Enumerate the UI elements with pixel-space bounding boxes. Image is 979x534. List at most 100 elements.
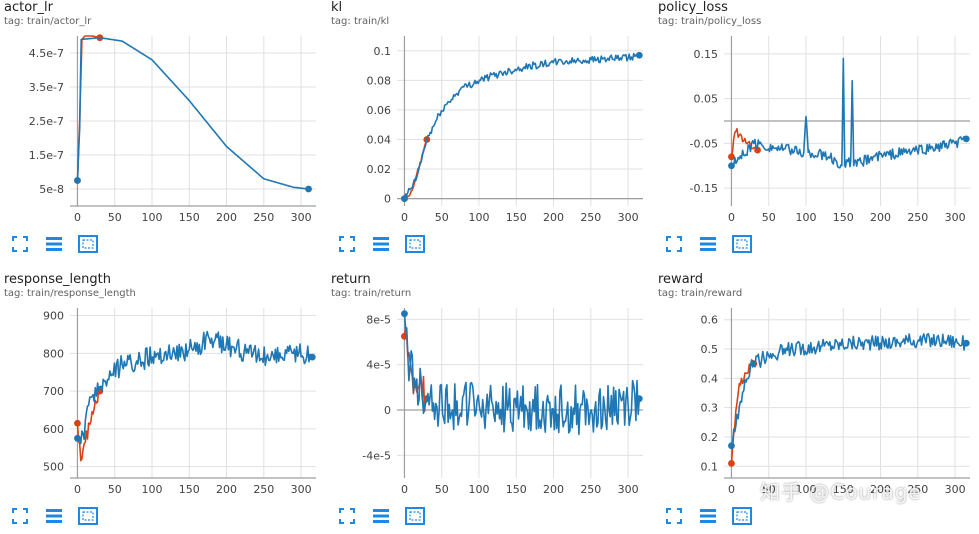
- chart-toolbar: [337, 234, 425, 254]
- download-icon[interactable]: [732, 234, 752, 254]
- chart-toolbar: [10, 234, 98, 254]
- series-end-marker: [305, 185, 312, 193]
- download-icon[interactable]: [405, 234, 425, 254]
- x-tick-label: 0: [74, 483, 81, 496]
- download-icon[interactable]: [78, 506, 98, 526]
- chart-plot-reward[interactable]: 0 50 100 150 200 250 300 0.1 0.2 0.3 0.4 0.5 0.6: [654, 302, 976, 502]
- chart-title: reward: [658, 272, 704, 287]
- x-tick-label: 200: [216, 483, 237, 496]
- chart-title: response_length: [4, 272, 111, 287]
- download-icon[interactable]: [732, 506, 752, 526]
- x-tick-label: 0: [74, 211, 81, 224]
- chart-title: actor_lr: [4, 0, 53, 15]
- chart-plot-policy_loss[interactable]: 0 50 100 150 200 250 300 -0.15 -0.05 0.05 0.15: [654, 30, 976, 230]
- x-tick-label: 50: [762, 483, 776, 496]
- x-tick-label: 0: [401, 483, 408, 496]
- chart-plot-return[interactable]: 0 50 100 150 200 250 300 -4e-5 0 4e-5 8e-5: [327, 302, 649, 502]
- x-tick-label: 100: [142, 483, 163, 496]
- series-start-marker: [74, 419, 81, 427]
- x-tick-label: 300: [945, 211, 966, 224]
- series-start-marker: [728, 459, 735, 467]
- x-tick-label: 250: [253, 483, 274, 496]
- x-tick-label: 150: [506, 211, 527, 224]
- y-tick-label: 0.2: [701, 431, 719, 444]
- chart-plot-actor_lr[interactable]: 0 50 100 150 200 250 300 5e-8 1.5e-7 2.5e-7 3.5e-7…: [0, 30, 322, 230]
- y-tick-label: 600: [43, 423, 64, 436]
- fit-domain-icon[interactable]: [337, 506, 357, 526]
- x-tick-label: 250: [580, 211, 601, 224]
- download-icon[interactable]: [78, 234, 98, 254]
- x-tick-label: 300: [291, 211, 312, 224]
- x-tick-label: 300: [618, 483, 639, 496]
- series-line: [730, 127, 758, 157]
- y-tick-label: 0.05: [694, 93, 719, 106]
- x-tick-label: 50: [108, 211, 122, 224]
- download-icon[interactable]: [405, 506, 425, 526]
- series-start-marker: [74, 177, 81, 184]
- y-tick-label: 0.15: [694, 48, 719, 61]
- y-tick-label: 900: [43, 310, 64, 323]
- chart-toolbar: [337, 506, 425, 526]
- watermark: 知乎 @Courage: [760, 480, 922, 504]
- fit-domain-icon[interactable]: [10, 234, 30, 254]
- x-tick-label: 300: [291, 483, 312, 496]
- x-tick-label: 250: [253, 211, 274, 224]
- y-tick-label: -4e-5: [362, 449, 391, 462]
- x-tick-label: 300: [945, 483, 966, 496]
- series-line: [730, 359, 755, 464]
- toggle-log-scale-icon[interactable]: [44, 234, 64, 254]
- series-line: [730, 332, 967, 447]
- chart-tag: tag: train/response_length: [4, 288, 136, 299]
- x-tick-label: 150: [506, 483, 527, 496]
- y-tick-label: 0.4: [701, 372, 719, 385]
- x-tick-label: 200: [870, 483, 891, 496]
- chart-plot-response_length[interactable]: 0 50 100 150 200 250 300 500 600 700 800 900: [0, 302, 322, 502]
- fit-domain-icon[interactable]: [664, 506, 684, 526]
- x-tick-label: 50: [435, 483, 449, 496]
- toggle-log-scale-icon[interactable]: [371, 234, 391, 254]
- toggle-log-scale-icon[interactable]: [371, 506, 391, 526]
- toggle-log-scale-icon[interactable]: [698, 234, 718, 254]
- x-tick-label: 50: [762, 211, 776, 224]
- fit-domain-icon[interactable]: [664, 234, 684, 254]
- x-tick-label: 100: [796, 211, 817, 224]
- x-tick-label: 200: [543, 483, 564, 496]
- x-tick-label: 200: [216, 211, 237, 224]
- y-tick-label: 0: [384, 404, 391, 417]
- x-tick-label: 0: [728, 211, 735, 224]
- y-tick-label: 800: [43, 347, 64, 360]
- y-tick-label: 4.5e-7: [29, 47, 64, 60]
- x-tick-label: 150: [179, 483, 200, 496]
- series-line: [403, 52, 640, 199]
- x-tick-label: 100: [469, 483, 490, 496]
- x-tick-label: 50: [435, 211, 449, 224]
- y-tick-label: 500: [43, 461, 64, 474]
- x-tick-label: 250: [580, 483, 601, 496]
- y-tick-label: 0.6: [701, 314, 719, 327]
- series-start-marker: [728, 162, 735, 170]
- chart-tag: tag: train/reward: [658, 288, 743, 299]
- toggle-log-scale-icon[interactable]: [44, 506, 64, 526]
- series-start-marker: [74, 434, 81, 442]
- x-tick-label: 250: [907, 211, 928, 224]
- chart-plot-kl[interactable]: 0 50 100 150 200 250 300 0 0.02 0.04 0.06 0.08 0.1: [327, 30, 649, 230]
- chart-card-policy_loss: policy_loss tag: train/policy_loss 0 50 100 1…: [654, 0, 976, 262]
- series-start-marker: [401, 332, 408, 340]
- toggle-log-scale-icon[interactable]: [698, 506, 718, 526]
- chart-tag: tag: train/kl: [331, 16, 390, 27]
- x-tick-label: 0: [401, 211, 408, 224]
- y-tick-label: 5e-8: [39, 183, 64, 196]
- fit-domain-icon[interactable]: [337, 234, 357, 254]
- fit-domain-icon[interactable]: [10, 506, 30, 526]
- y-tick-label: 0.06: [367, 104, 392, 117]
- chart-tag: tag: train/policy_loss: [658, 16, 762, 27]
- series-start-marker: [401, 310, 408, 318]
- chart-toolbar: [664, 234, 752, 254]
- y-tick-label: 1.5e-7: [29, 149, 64, 162]
- chart-card-kl: kl tag: train/kl 0 50 100 150 200 250 300 0 0.02 0.…: [327, 0, 649, 262]
- chart-tag: tag: train/actor_lr: [4, 16, 92, 27]
- x-tick-label: 0: [728, 483, 735, 496]
- y-tick-label: -0.15: [690, 182, 718, 195]
- y-tick-label: 0.08: [367, 74, 392, 87]
- x-tick-label: 200: [543, 211, 564, 224]
